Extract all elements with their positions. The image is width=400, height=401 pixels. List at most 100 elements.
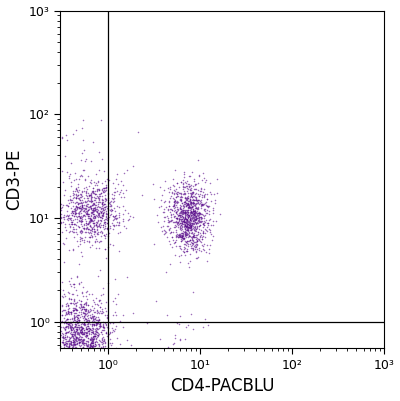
Point	[105, 324, 112, 331]
Point	[116, 318, 123, 324]
Point	[103, 184, 109, 190]
Point	[62, 187, 68, 193]
Point	[73, 318, 80, 324]
Point	[72, 341, 79, 347]
Point	[180, 218, 187, 224]
Point	[188, 191, 195, 198]
Point	[188, 182, 194, 188]
Point	[186, 205, 193, 211]
Point	[188, 218, 194, 224]
Point	[68, 334, 75, 340]
Point	[184, 248, 190, 254]
Point	[83, 296, 90, 302]
Point	[62, 332, 68, 338]
Point	[171, 187, 178, 194]
Point	[73, 210, 80, 217]
Point	[184, 221, 190, 227]
Point	[76, 325, 82, 332]
Point	[92, 327, 99, 333]
Point	[80, 208, 86, 214]
Point	[109, 220, 116, 227]
Point	[181, 221, 187, 227]
Point	[90, 224, 96, 231]
Point	[189, 216, 196, 222]
Point	[195, 215, 201, 221]
Point	[71, 315, 78, 321]
Point	[96, 239, 103, 245]
Point	[59, 312, 65, 318]
Point	[102, 185, 108, 191]
Point	[70, 195, 76, 202]
Point	[71, 310, 78, 316]
Point	[79, 306, 85, 312]
Point	[200, 233, 206, 239]
Point	[88, 189, 95, 196]
Point	[192, 239, 198, 245]
Point	[200, 229, 206, 236]
Point	[188, 234, 195, 240]
Point	[92, 206, 98, 213]
Point	[86, 325, 92, 332]
Point	[179, 211, 185, 218]
Point	[66, 221, 73, 228]
Point	[178, 230, 185, 237]
Point	[79, 326, 86, 332]
Point	[178, 193, 184, 199]
Point	[81, 147, 87, 153]
Point	[195, 187, 202, 193]
Point	[187, 219, 193, 226]
Point	[87, 312, 93, 319]
Point	[86, 204, 92, 210]
Point	[66, 290, 72, 296]
Point	[72, 310, 78, 316]
Point	[198, 188, 204, 194]
Point	[187, 251, 193, 257]
Point	[78, 229, 85, 235]
Point	[104, 205, 110, 211]
Point	[91, 313, 98, 319]
Point	[99, 341, 106, 347]
Point	[80, 212, 87, 219]
Point	[166, 194, 173, 201]
Point	[190, 225, 197, 232]
Point	[186, 181, 192, 187]
Point	[66, 311, 72, 318]
Point	[64, 300, 70, 306]
Point	[76, 281, 82, 287]
Point	[112, 213, 118, 219]
Point	[76, 309, 82, 316]
Point	[93, 211, 100, 218]
Point	[73, 320, 80, 326]
Point	[93, 180, 99, 186]
Point	[59, 293, 65, 300]
Point	[98, 344, 104, 350]
Point	[71, 341, 77, 347]
Point	[192, 181, 198, 188]
Point	[77, 343, 84, 349]
Point	[88, 205, 94, 211]
Point	[90, 325, 96, 331]
Point	[91, 316, 98, 322]
Point	[180, 209, 186, 216]
Point	[66, 305, 72, 311]
Point	[74, 330, 80, 336]
Point	[84, 225, 91, 232]
Point	[80, 338, 86, 344]
Point	[79, 306, 86, 312]
Point	[67, 196, 74, 203]
Point	[86, 331, 92, 338]
Point	[89, 225, 96, 231]
Point	[68, 324, 74, 331]
Point	[92, 332, 98, 339]
Point	[75, 330, 81, 336]
Point	[101, 217, 107, 223]
Point	[105, 207, 112, 214]
Point	[98, 209, 104, 216]
Point	[117, 189, 124, 196]
Point	[90, 190, 96, 197]
Point	[118, 194, 124, 200]
Point	[197, 233, 203, 239]
Point	[189, 197, 195, 203]
Point	[173, 186, 179, 192]
Point	[200, 201, 206, 208]
